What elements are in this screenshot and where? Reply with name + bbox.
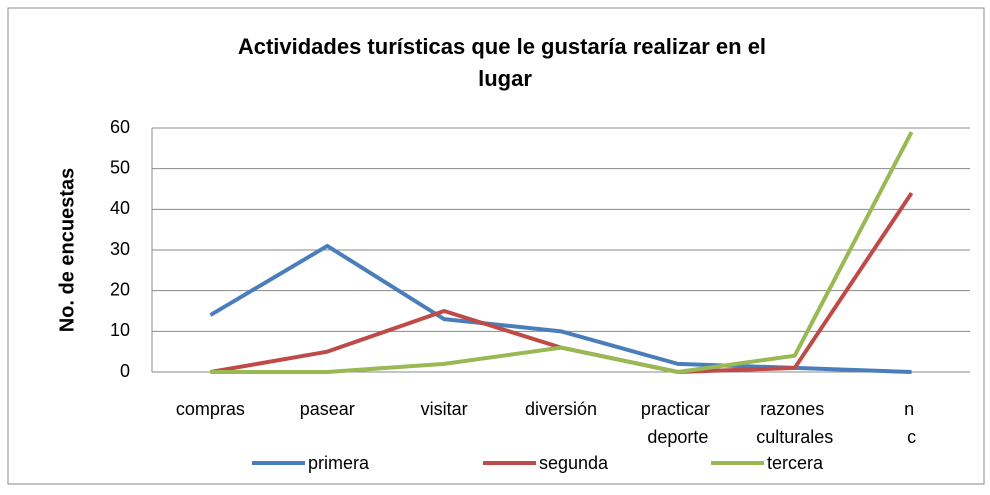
x-tick-label: compras xyxy=(176,399,245,419)
legend-label: segunda xyxy=(539,453,609,473)
x-tick-label: n c xyxy=(904,399,919,447)
y-axis-label: No. de encuestas xyxy=(56,168,78,333)
legend-label: primera xyxy=(308,453,370,473)
y-tick-label: 60 xyxy=(110,117,130,137)
chart-border xyxy=(7,7,985,485)
y-tick-label: 10 xyxy=(110,320,130,340)
x-tick-label: razones culturales xyxy=(756,399,833,447)
x-tick-label: visitar xyxy=(421,399,468,419)
y-tick-label: 20 xyxy=(110,279,130,299)
x-tick-label: pasear xyxy=(300,399,355,419)
y-tick-label: 0 xyxy=(120,361,130,381)
legend-label: tercera xyxy=(767,453,824,473)
y-tick-label: 30 xyxy=(110,239,130,259)
series-line xyxy=(210,131,914,374)
x-tick-label: practicar deporte xyxy=(641,399,715,447)
y-tick-label: 50 xyxy=(110,157,130,177)
x-tick-label: diversión xyxy=(525,399,597,419)
chart-title: Actividades turísticas que le gustaría r… xyxy=(238,34,772,91)
y-tick-label: 40 xyxy=(110,198,130,218)
